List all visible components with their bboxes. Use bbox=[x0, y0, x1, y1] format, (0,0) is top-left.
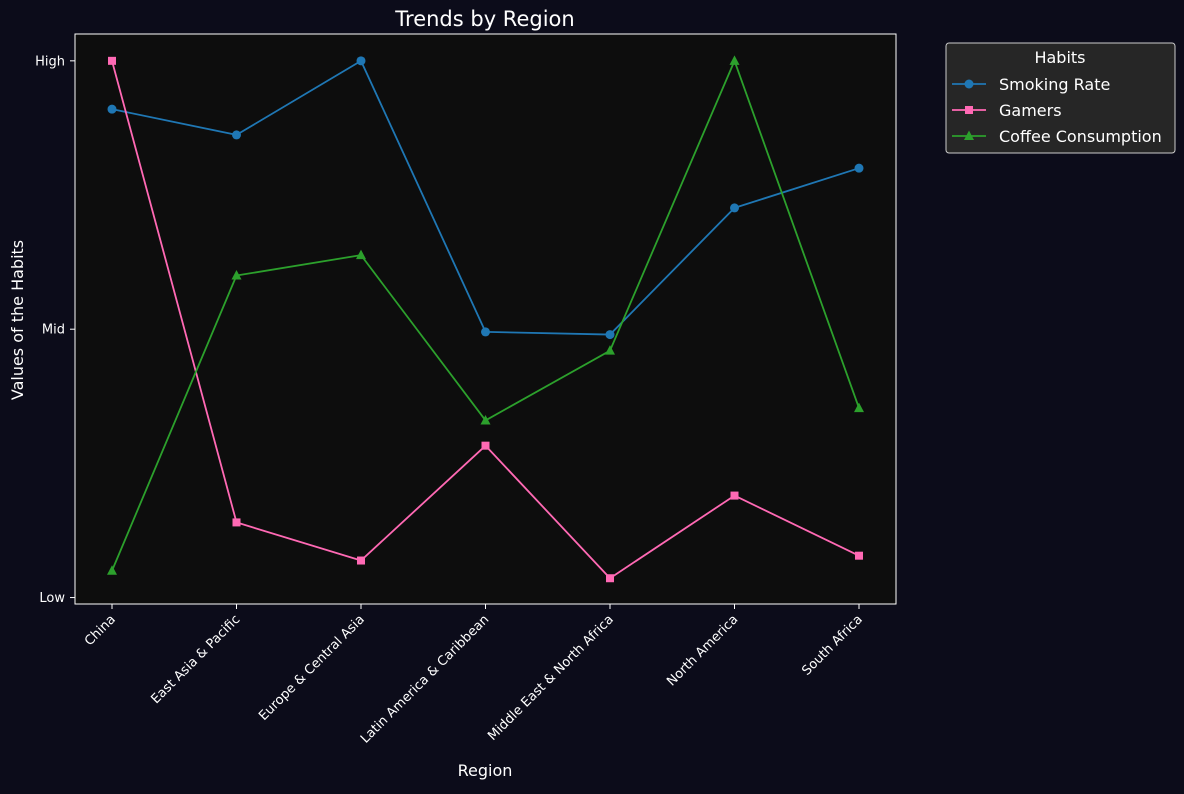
y-axis-label: Values of the Habits bbox=[8, 240, 27, 400]
gamers-point bbox=[855, 551, 863, 560]
x-tick-label: North America bbox=[664, 612, 741, 689]
x-tick-label: South Africa bbox=[799, 612, 865, 678]
smoking-rate-point bbox=[107, 104, 117, 114]
legend-label: Smoking Rate bbox=[999, 75, 1110, 94]
coffee-consumption-point bbox=[356, 249, 366, 260]
y-tick-label: High bbox=[35, 54, 65, 69]
legend-title: Habits bbox=[1034, 48, 1085, 67]
x-axis-label: Region bbox=[458, 761, 513, 780]
x-tick-label: Europe & Central Asia bbox=[256, 612, 368, 724]
smoking-rate-point bbox=[854, 163, 864, 173]
legend-swatch-marker bbox=[964, 130, 974, 140]
y-tick-label: Mid bbox=[42, 323, 65, 338]
legend-swatch-marker bbox=[965, 106, 973, 114]
x-tick-label: Latin America & Caribbean bbox=[358, 612, 492, 746]
y-axis: Low Mid High bbox=[35, 54, 75, 606]
legend-item-coffee-consumption: Coffee Consumption bbox=[952, 127, 1162, 146]
y-tick-label: Low bbox=[39, 591, 65, 606]
series-gamers bbox=[108, 56, 863, 583]
coffee-consumption-point bbox=[107, 565, 117, 575]
legend-label: Gamers bbox=[999, 101, 1062, 120]
plot-area bbox=[74, 33, 897, 605]
gamers-point bbox=[481, 441, 490, 450]
smoking-rate-point bbox=[232, 130, 241, 140]
gamers-point bbox=[357, 556, 365, 565]
legend: Habits Smoking Rate Gamers Coffee Consumpt… bbox=[945, 42, 1176, 154]
legend-item-gamers: Gamers bbox=[952, 101, 1062, 120]
coffee-consumption-point bbox=[231, 270, 242, 280]
coffee-consumption-point bbox=[605, 345, 615, 355]
legend-items: Smoking Rate Gamers Coffee Consumption bbox=[952, 75, 1162, 146]
x-tick-label: East Asia & Pacific bbox=[148, 612, 243, 707]
smoking-rate-point bbox=[730, 203, 739, 213]
smoking-rate-point bbox=[481, 327, 490, 337]
legend-label: Coffee Consumption bbox=[999, 127, 1162, 146]
gamers-point bbox=[606, 574, 614, 583]
series-layer bbox=[107, 55, 864, 583]
legend-box bbox=[945, 42, 1176, 154]
x-tick-label: Middle East & North Africa bbox=[485, 612, 617, 744]
smoking-rate-point bbox=[356, 56, 366, 66]
x-tick-label: China bbox=[82, 612, 119, 649]
legend-item-smoking-rate: Smoking Rate bbox=[952, 75, 1110, 94]
gamers-point bbox=[232, 518, 241, 527]
series-coffee-consumption bbox=[107, 55, 864, 575]
coffee-consumption-point bbox=[729, 55, 740, 65]
smoking-rate-point bbox=[605, 330, 615, 340]
gamers-point bbox=[730, 491, 739, 500]
series-smoking-rate bbox=[107, 56, 864, 340]
gamers-point bbox=[108, 56, 116, 65]
coffee-consumption-point bbox=[480, 414, 491, 425]
chart-title: Trends by Region bbox=[394, 7, 574, 31]
x-axis: China East Asia & Pacific Europe & Central… bbox=[82, 604, 866, 747]
legend-swatch-marker bbox=[964, 79, 974, 89]
coffee-consumption-point bbox=[854, 402, 864, 413]
